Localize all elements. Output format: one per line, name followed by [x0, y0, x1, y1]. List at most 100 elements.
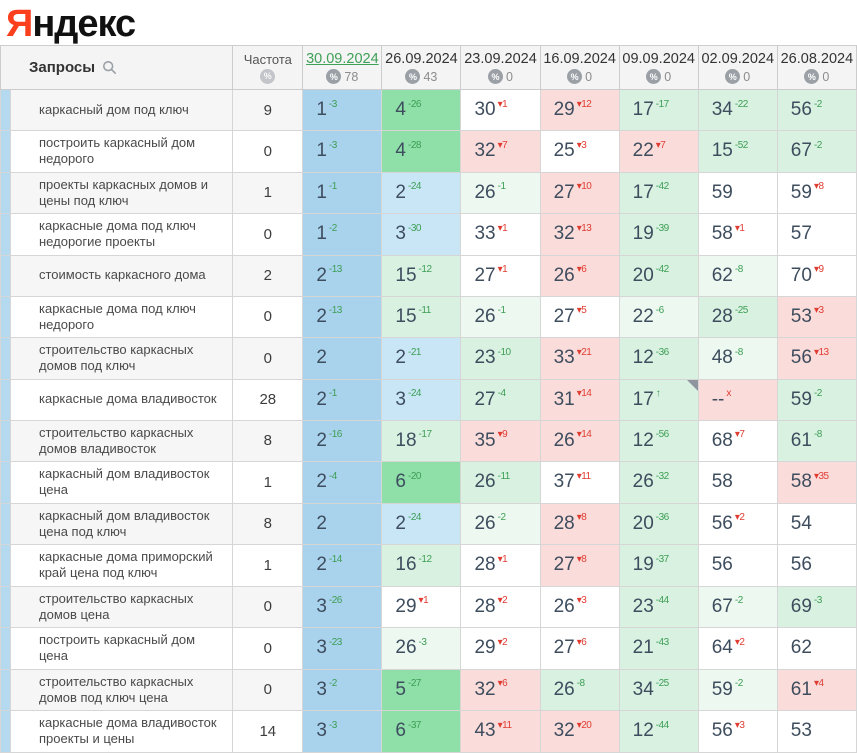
position-cell[interactable]: 33 ▾21: [539, 337, 620, 380]
position-cell[interactable]: 27 ▾10: [539, 171, 620, 214]
position-cell[interactable]: 2 -16: [302, 419, 383, 462]
query-cell[interactable]: каркасный дом под ключ: [9, 89, 234, 131]
position-cell[interactable]: 15 -12: [381, 254, 462, 297]
query-cell[interactable]: каркасные дома владивосток проекты и цен…: [9, 710, 234, 753]
position-cell[interactable]: 58: [697, 461, 778, 504]
position-cell[interactable]: 61 ▾4: [776, 668, 857, 711]
position-cell[interactable]: 26 ▾14: [539, 419, 620, 462]
position-cell[interactable]: 21 -43: [618, 627, 699, 670]
position-cell[interactable]: 27 ▾1: [460, 254, 541, 297]
position-cell[interactable]: 61 -8: [776, 419, 857, 462]
position-cell[interactable]: 3 -23: [302, 627, 383, 670]
position-cell[interactable]: 6 -20: [381, 461, 462, 504]
position-cell[interactable]: 34 -25: [618, 668, 699, 711]
query-cell[interactable]: проекты каркасных домов и цены под ключ: [9, 171, 234, 214]
percent-badge-icon[interactable]: %: [725, 69, 741, 84]
date-link[interactable]: 16.09.2024: [543, 51, 616, 67]
position-cell[interactable]: 57: [776, 213, 857, 256]
percent-badge-icon[interactable]: %: [567, 69, 583, 84]
position-cell[interactable]: 29 ▾2: [460, 627, 541, 670]
position-cell[interactable]: 2 -13: [302, 254, 383, 297]
position-cell[interactable]: 4 -26: [381, 89, 462, 131]
position-cell[interactable]: 22 ▾7: [618, 130, 699, 173]
query-cell[interactable]: построить каркасный дом недорого: [9, 130, 234, 173]
position-cell[interactable]: 26 -2: [460, 502, 541, 545]
position-cell[interactable]: 37 ▾11: [539, 461, 620, 504]
position-cell[interactable]: 23 -10: [460, 337, 541, 380]
position-cell[interactable]: 12 -36: [618, 337, 699, 380]
position-cell[interactable]: 30 ▾1: [460, 89, 541, 131]
position-cell[interactable]: 62: [776, 627, 857, 670]
position-cell[interactable]: 27 -4: [460, 378, 541, 421]
position-cell[interactable]: 68 ▾7: [697, 419, 778, 462]
position-cell[interactable]: 27 ▾6: [539, 627, 620, 670]
position-cell[interactable]: 19 -37: [618, 544, 699, 587]
query-cell[interactable]: каркасные дома под ключ недорого: [9, 295, 234, 338]
position-cell[interactable]: 3 -2: [302, 668, 383, 711]
position-cell[interactable]: 64 ▾2: [697, 627, 778, 670]
position-cell[interactable]: 58 ▾35: [776, 461, 857, 504]
date-link[interactable]: 23.09.2024: [464, 51, 537, 67]
frequency-percent-icon[interactable]: %: [260, 68, 276, 84]
position-cell[interactable]: 33 ▾1: [460, 213, 541, 256]
position-cell[interactable]: 59 -2: [776, 378, 857, 421]
position-cell[interactable]: 27 ▾5: [539, 295, 620, 338]
position-cell[interactable]: 3 -26: [302, 585, 383, 628]
position-cell[interactable]: 32 ▾7: [460, 130, 541, 173]
query-cell[interactable]: каркасные дома приморский край цена под …: [9, 544, 234, 587]
position-cell[interactable]: 56 ▾3: [697, 710, 778, 753]
query-cell[interactable]: строительство каркасных домов под ключ ц…: [9, 668, 234, 711]
position-cell[interactable]: 2: [302, 337, 383, 380]
position-cell[interactable]: 56 ▾13: [776, 337, 857, 380]
position-cell[interactable]: 26 ▾3: [539, 585, 620, 628]
query-cell[interactable]: построить каркасный дом цена: [9, 627, 234, 670]
position-cell[interactable]: 69 -3: [776, 585, 857, 628]
position-cell[interactable]: 67 -2: [776, 130, 857, 173]
position-cell[interactable]: 56 ▾2: [697, 502, 778, 545]
position-cell[interactable]: 1 -2: [302, 213, 383, 256]
position-cell[interactable]: 29 ▾12: [539, 89, 620, 131]
position-cell[interactable]: 26 -1: [460, 295, 541, 338]
position-cell[interactable]: 53: [776, 710, 857, 753]
query-cell[interactable]: каркасные дома под ключ недорогие проект…: [9, 213, 234, 256]
position-cell[interactable]: 27 ▾8: [539, 544, 620, 587]
query-cell[interactable]: строительство каркасных домов цена: [9, 585, 234, 628]
position-cell[interactable]: 26 -11: [460, 461, 541, 504]
position-cell[interactable]: 53 ▾3: [776, 295, 857, 338]
position-cell[interactable]: 32 ▾6: [460, 668, 541, 711]
search-icon[interactable]: [102, 60, 117, 75]
yandex-logo[interactable]: Яндекс: [6, 5, 136, 43]
position-cell[interactable]: 31 ▾14: [539, 378, 620, 421]
position-cell[interactable]: 22 -6: [618, 295, 699, 338]
position-cell[interactable]: 59: [697, 171, 778, 214]
position-cell[interactable]: 12 -56: [618, 419, 699, 462]
position-cell[interactable]: 54: [776, 502, 857, 545]
position-cell[interactable]: 17 -17: [618, 89, 699, 131]
position-cell[interactable]: 56: [776, 544, 857, 587]
position-cell[interactable]: 48 -8: [697, 337, 778, 380]
date-link[interactable]: 26.09.2024: [385, 51, 458, 67]
query-cell[interactable]: строительство каркасных домов владивосто…: [9, 419, 234, 462]
position-cell[interactable]: 34 -22: [697, 89, 778, 131]
position-cell[interactable]: 59 -2: [697, 668, 778, 711]
position-cell[interactable]: 1 -3: [302, 130, 383, 173]
query-cell[interactable]: строительство каркасных домов под ключ: [9, 337, 234, 380]
position-cell[interactable]: 26 -1: [460, 171, 541, 214]
percent-badge-icon[interactable]: %: [326, 69, 342, 84]
position-cell[interactable]: 28 -25: [697, 295, 778, 338]
position-cell[interactable]: 56: [697, 544, 778, 587]
position-cell[interactable]: 3 -30: [381, 213, 462, 256]
position-cell[interactable]: 26 ▾6: [539, 254, 620, 297]
position-cell[interactable]: 62 -8: [697, 254, 778, 297]
position-cell[interactable]: 2 -1: [302, 378, 383, 421]
query-cell[interactable]: каркасный дом владивосток цена под ключ: [9, 502, 234, 545]
position-cell[interactable]: 26 -32: [618, 461, 699, 504]
position-cell[interactable]: 15 -52: [697, 130, 778, 173]
position-cell[interactable]: 2 -21: [381, 337, 462, 380]
position-cell[interactable]: -- x: [697, 378, 778, 421]
position-cell[interactable]: 17 -42: [618, 171, 699, 214]
note-corner-icon[interactable]: [686, 380, 698, 391]
percent-badge-icon[interactable]: %: [405, 69, 421, 84]
query-cell[interactable]: каркасные дома владивосток: [9, 378, 234, 421]
position-cell[interactable]: 1 -3: [302, 89, 383, 131]
